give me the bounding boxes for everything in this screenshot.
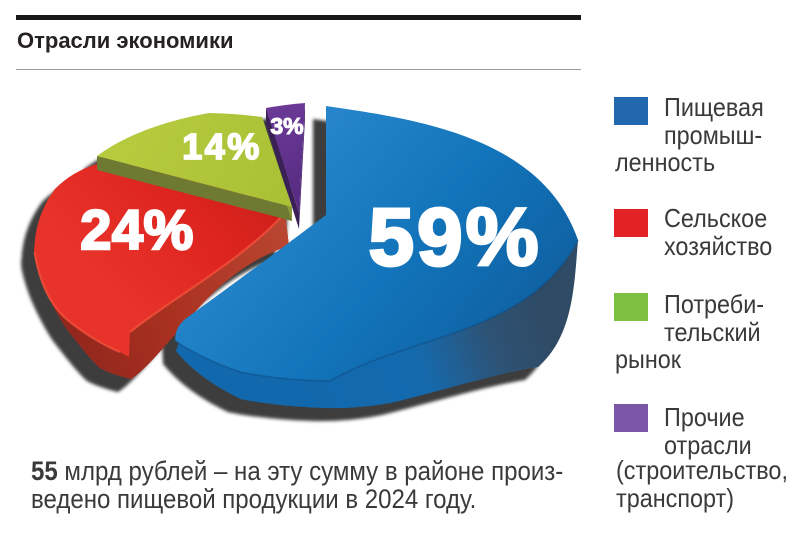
svg-text:3%: 3% bbox=[270, 113, 303, 139]
svg-text:59%: 59% bbox=[368, 192, 541, 283]
svg-text:24%: 24% bbox=[80, 198, 194, 261]
svg-text:14%: 14% bbox=[182, 126, 262, 167]
